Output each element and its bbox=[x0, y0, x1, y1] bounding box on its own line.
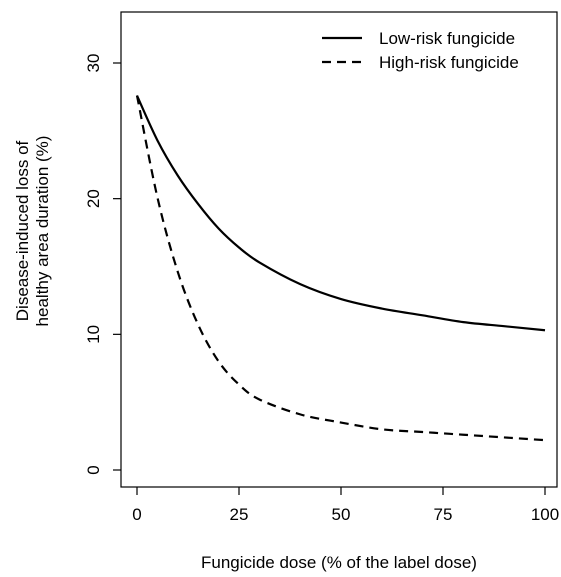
x-axis: 0 25 50 75 100 bbox=[132, 487, 559, 524]
y-tick-label: 0 bbox=[84, 465, 103, 474]
y-axis-title-line-1: Disease-induced loss of bbox=[13, 140, 32, 321]
y-tick-label: 30 bbox=[84, 54, 103, 73]
x-tick-label: 0 bbox=[132, 505, 141, 524]
y-tick-label: 10 bbox=[84, 325, 103, 344]
x-tick-label: 100 bbox=[531, 505, 559, 524]
y-axis: 0 10 20 30 bbox=[84, 54, 121, 475]
series-line-low-risk bbox=[135, 95, 546, 332]
plot-frame bbox=[120, 11, 558, 488]
x-tick-label: 50 bbox=[332, 505, 351, 524]
y-axis-title-line-2: healthy area duration (%) bbox=[33, 136, 52, 327]
legend: Low-risk fungicide High-risk fungicide bbox=[322, 29, 519, 72]
x-tick-label: 25 bbox=[230, 505, 249, 524]
legend-label: Low-risk fungicide bbox=[379, 29, 515, 48]
series-line-high-risk bbox=[135, 95, 546, 442]
y-axis-title: Disease-induced loss of healthy area dur… bbox=[13, 136, 52, 327]
legend-label: High-risk fungicide bbox=[379, 53, 519, 72]
x-axis-title: Fungicide dose (% of the label dose) bbox=[201, 553, 477, 572]
series-layer bbox=[135, 95, 546, 442]
x-tick-label: 75 bbox=[434, 505, 453, 524]
y-tick-label: 20 bbox=[84, 189, 103, 208]
